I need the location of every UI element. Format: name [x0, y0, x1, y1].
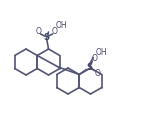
Text: OH: OH — [95, 48, 107, 57]
Text: O: O — [52, 27, 57, 36]
Text: O: O — [91, 54, 97, 63]
Text: OH: OH — [56, 22, 67, 30]
Text: O: O — [36, 27, 41, 36]
Text: S: S — [86, 63, 92, 72]
Text: O: O — [94, 69, 100, 78]
Text: S: S — [43, 34, 50, 43]
